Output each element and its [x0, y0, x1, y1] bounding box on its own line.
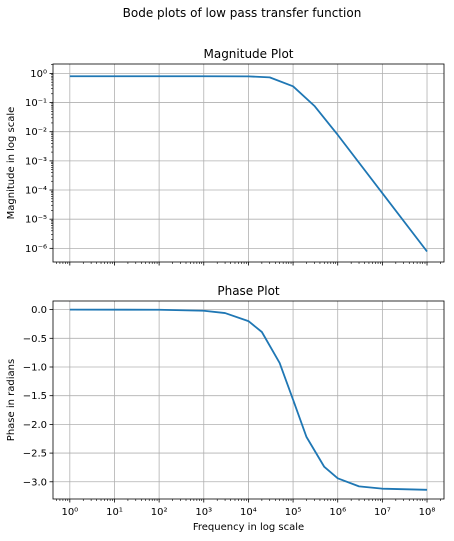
x-tick-label: 10⁵: [285, 507, 302, 518]
y-tick-label: −2.5: [23, 449, 47, 460]
y-tick-label: 10⁻¹: [25, 98, 47, 109]
magnitude-plot: 10⁰ 10⁻¹ 10⁻² 10⁻³ 10⁻⁴ 10⁻⁵ 10⁻⁶ Magnitude Plo…: [6, 47, 445, 266]
chart-title: Phase Plot: [217, 284, 280, 298]
y-axis-label: Phase in radians: [6, 359, 17, 441]
phase-plot: 10⁰ 10¹ 10² 10³ 10⁴ 10⁵ 10⁶ 10⁷ 10⁸ 0.0 −0.5 −1.0 −1…: [6, 284, 445, 533]
y-tick-label: −2.0: [23, 420, 47, 431]
x-tick-label: 10⁷: [374, 507, 391, 518]
axes-frame: [52, 63, 445, 263]
x-tick-label: 10¹: [106, 507, 123, 518]
y-axis-label: Magnitude in log scale: [6, 107, 17, 220]
axes-frame: [52, 300, 445, 500]
x-tick-label: 10²: [151, 507, 168, 518]
y-tick-label: 10⁻⁵: [25, 215, 47, 226]
series-line: [69, 75, 428, 253]
y-tick-label: 0.0: [31, 305, 47, 316]
x-tick-label: 10⁴: [240, 507, 257, 518]
figure-suptitle: Bode plots of low pass transfer function: [123, 6, 362, 20]
x-tick-label: 10⁸: [419, 507, 436, 518]
y-tick-label: 10⁰: [30, 69, 47, 80]
y-tick-label: −3.0: [23, 477, 47, 488]
x-tick-label: 10⁰: [61, 507, 78, 518]
y-tick-label: 10⁻⁶: [25, 244, 47, 255]
y-tick-label: 10⁻⁴: [25, 186, 47, 197]
y-tick-label: −0.5: [23, 334, 47, 345]
y-tick-label: −1.0: [23, 363, 47, 374]
x-tick-label: 10⁶: [329, 507, 346, 518]
y-tick-label: 10⁻³: [25, 156, 47, 167]
x-axis-label: Frequency in log scale: [193, 522, 304, 533]
x-tick-label: 10³: [195, 507, 212, 518]
y-tick-label: −1.5: [23, 391, 47, 402]
series-line: [69, 308, 428, 491]
chart-title: Magnitude Plot: [203, 47, 293, 61]
y-tick-label: 10⁻²: [25, 127, 47, 138]
